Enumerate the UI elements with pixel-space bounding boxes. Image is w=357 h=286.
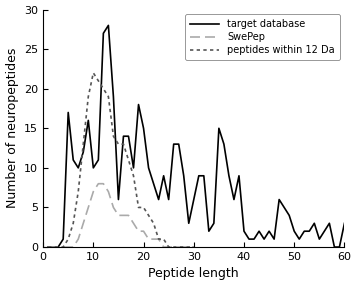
peptides within 12 Da: [166, 245, 171, 249]
SwePep: [177, 245, 181, 249]
SwePep: [71, 245, 75, 249]
SwePep: [61, 245, 65, 249]
peptides within 12 Da: [86, 95, 90, 98]
peptides within 12 Da: [116, 142, 121, 146]
Line: SwePep: SwePep: [48, 184, 194, 247]
peptides within 12 Da: [136, 206, 141, 209]
SwePep: [111, 206, 116, 209]
peptides within 12 Da: [121, 142, 126, 146]
peptides within 12 Da: [106, 95, 111, 98]
peptides within 12 Da: [71, 222, 75, 225]
peptides within 12 Da: [101, 87, 106, 90]
SwePep: [86, 206, 90, 209]
peptides within 12 Da: [96, 79, 100, 83]
peptides within 12 Da: [56, 245, 60, 249]
SwePep: [56, 245, 60, 249]
Y-axis label: Number of neuropeptides: Number of neuropeptides: [6, 48, 19, 208]
Line: peptides within 12 Da: peptides within 12 Da: [48, 73, 194, 247]
SwePep: [166, 245, 171, 249]
peptides within 12 Da: [131, 174, 136, 178]
peptides within 12 Da: [177, 245, 181, 249]
SwePep: [136, 229, 141, 233]
peptides within 12 Da: [111, 134, 116, 138]
SwePep: [146, 237, 151, 241]
SwePep: [81, 222, 85, 225]
SwePep: [192, 245, 196, 249]
SwePep: [141, 229, 146, 233]
target database: [46, 245, 50, 249]
peptides within 12 Da: [66, 237, 70, 241]
target database: [126, 134, 131, 138]
target database: [146, 166, 151, 170]
peptides within 12 Da: [187, 245, 191, 249]
SwePep: [126, 214, 131, 217]
SwePep: [182, 245, 186, 249]
peptides within 12 Da: [182, 245, 186, 249]
Legend: target database, SwePep, peptides within 12 Da: target database, SwePep, peptides within…: [185, 14, 340, 60]
SwePep: [91, 190, 95, 193]
Line: target database: target database: [48, 25, 345, 247]
SwePep: [131, 222, 136, 225]
peptides within 12 Da: [46, 245, 50, 249]
peptides within 12 Da: [61, 245, 65, 249]
peptides within 12 Da: [126, 158, 131, 162]
SwePep: [106, 190, 111, 193]
X-axis label: Peptide length: Peptide length: [149, 267, 239, 281]
target database: [151, 182, 156, 185]
SwePep: [151, 237, 156, 241]
SwePep: [187, 245, 191, 249]
SwePep: [101, 182, 106, 185]
SwePep: [121, 214, 126, 217]
SwePep: [96, 182, 100, 185]
peptides within 12 Da: [151, 222, 156, 225]
peptides within 12 Da: [156, 237, 161, 241]
target database: [96, 158, 100, 162]
SwePep: [76, 237, 80, 241]
peptides within 12 Da: [81, 142, 85, 146]
SwePep: [172, 245, 176, 249]
SwePep: [66, 245, 70, 249]
peptides within 12 Da: [172, 245, 176, 249]
SwePep: [116, 214, 121, 217]
target database: [342, 222, 347, 225]
SwePep: [51, 245, 55, 249]
SwePep: [161, 245, 166, 249]
peptides within 12 Da: [51, 245, 55, 249]
target database: [106, 24, 111, 27]
target database: [237, 174, 241, 178]
SwePep: [156, 237, 161, 241]
target database: [136, 103, 141, 106]
peptides within 12 Da: [141, 206, 146, 209]
peptides within 12 Da: [76, 190, 80, 193]
peptides within 12 Da: [161, 237, 166, 241]
peptides within 12 Da: [146, 214, 151, 217]
peptides within 12 Da: [91, 71, 95, 75]
peptides within 12 Da: [192, 245, 196, 249]
SwePep: [46, 245, 50, 249]
